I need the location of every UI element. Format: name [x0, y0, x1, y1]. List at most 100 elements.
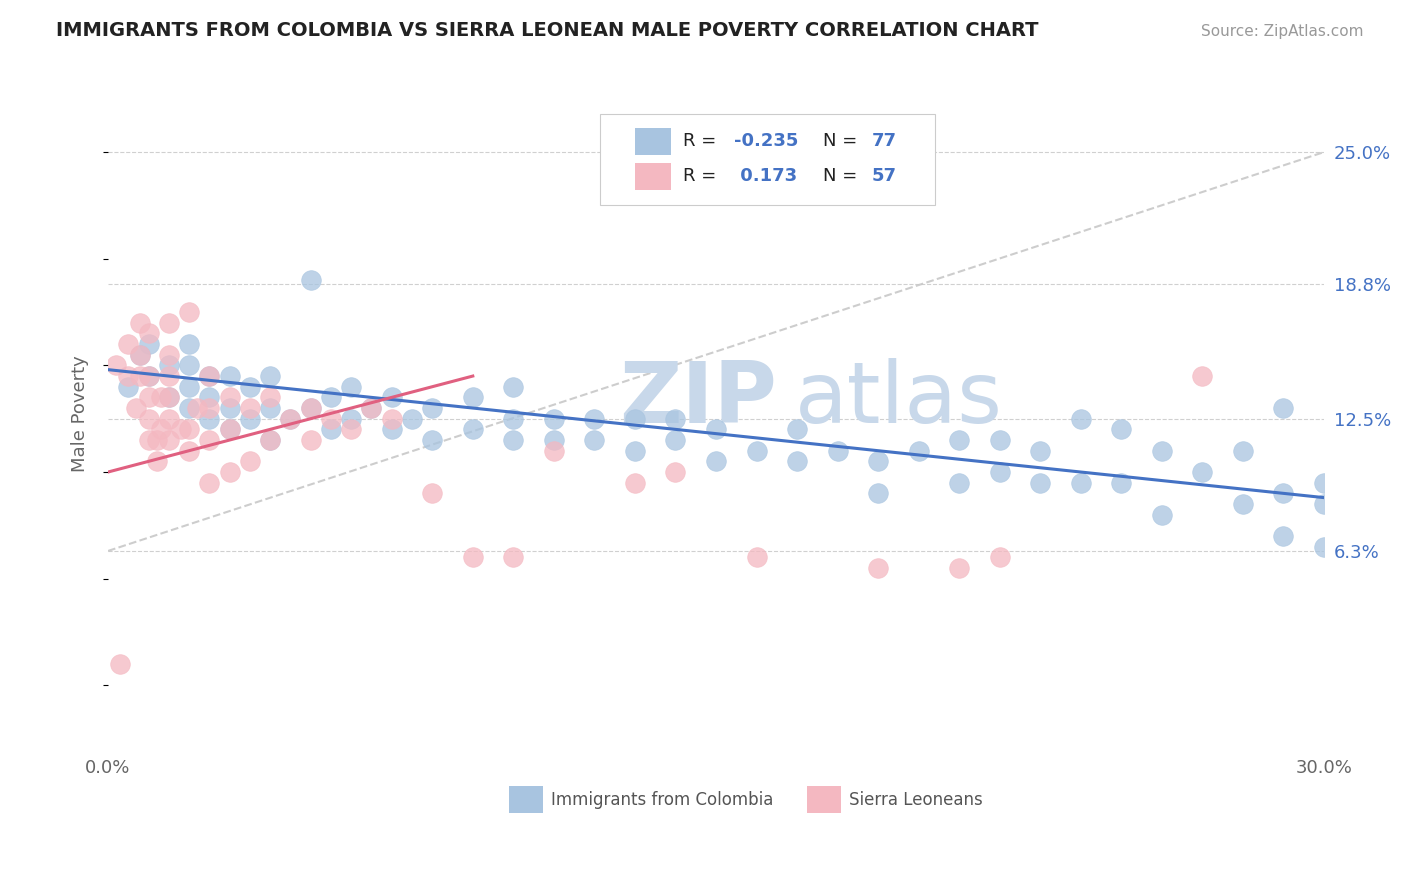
Point: [239, 380, 262, 394]
Point: [149, 390, 172, 404]
Point: [157, 369, 180, 384]
Point: [988, 433, 1011, 447]
Point: [259, 401, 281, 415]
Point: [1070, 411, 1092, 425]
Text: Immigrants from Colombia: Immigrants from Colombia: [551, 790, 773, 809]
Point: [125, 401, 148, 415]
Point: [157, 359, 180, 373]
Point: [280, 411, 302, 425]
Text: Source: ZipAtlas.com: Source: ZipAtlas.com: [1201, 24, 1364, 38]
Point: [786, 454, 808, 468]
Point: [218, 422, 240, 436]
Point: [259, 433, 281, 447]
Text: N =: N =: [823, 167, 863, 186]
Point: [218, 422, 240, 436]
Point: [239, 454, 262, 468]
Point: [664, 411, 686, 425]
Text: 57: 57: [872, 167, 897, 186]
Point: [198, 369, 221, 384]
Text: atlas: atlas: [794, 359, 1002, 442]
Point: [1232, 443, 1254, 458]
Text: 77: 77: [872, 132, 897, 150]
Point: [360, 401, 382, 415]
Point: [461, 422, 484, 436]
Point: [1272, 529, 1295, 543]
Point: [745, 443, 768, 458]
Point: [827, 443, 849, 458]
Point: [381, 422, 404, 436]
Point: [948, 475, 970, 490]
Point: [129, 348, 152, 362]
Point: [138, 369, 160, 384]
Text: Sierra Leoneans: Sierra Leoneans: [849, 790, 983, 809]
Point: [381, 390, 404, 404]
Point: [145, 454, 167, 468]
Point: [360, 401, 382, 415]
Point: [177, 422, 200, 436]
Point: [239, 401, 262, 415]
FancyBboxPatch shape: [634, 128, 671, 154]
Point: [401, 411, 423, 425]
Point: [664, 465, 686, 479]
Point: [1191, 369, 1213, 384]
Point: [1029, 475, 1052, 490]
Point: [988, 465, 1011, 479]
Point: [138, 326, 160, 341]
Point: [138, 411, 160, 425]
Point: [420, 433, 443, 447]
Point: [1070, 475, 1092, 490]
Point: [868, 454, 890, 468]
Point: [664, 433, 686, 447]
Point: [420, 486, 443, 500]
Point: [177, 337, 200, 351]
Point: [138, 337, 160, 351]
Point: [145, 433, 167, 447]
Point: [198, 390, 221, 404]
Point: [1232, 497, 1254, 511]
Point: [502, 380, 524, 394]
Point: [198, 433, 221, 447]
Point: [1313, 540, 1336, 554]
Point: [218, 390, 240, 404]
Point: [299, 273, 322, 287]
Point: [624, 443, 647, 458]
Point: [129, 369, 152, 384]
Point: [157, 411, 180, 425]
Point: [319, 411, 342, 425]
Point: [299, 401, 322, 415]
Text: ZIP: ZIP: [619, 359, 776, 442]
Point: [138, 369, 160, 384]
Point: [1191, 465, 1213, 479]
Point: [198, 401, 221, 415]
Point: [543, 433, 565, 447]
Point: [543, 411, 565, 425]
Point: [420, 401, 443, 415]
Point: [177, 443, 200, 458]
Point: [259, 433, 281, 447]
FancyBboxPatch shape: [600, 114, 935, 205]
Point: [745, 550, 768, 565]
Point: [1150, 443, 1173, 458]
Point: [319, 390, 342, 404]
Point: [340, 380, 363, 394]
Point: [108, 657, 131, 671]
Point: [259, 390, 281, 404]
Point: [704, 422, 727, 436]
Point: [177, 359, 200, 373]
Text: R =: R =: [683, 132, 723, 150]
Point: [1150, 508, 1173, 522]
Point: [117, 369, 139, 384]
Point: [186, 401, 208, 415]
Y-axis label: Male Poverty: Male Poverty: [72, 355, 89, 472]
Point: [1272, 401, 1295, 415]
Point: [170, 422, 193, 436]
Point: [105, 359, 128, 373]
Point: [157, 390, 180, 404]
Point: [907, 443, 929, 458]
Point: [319, 422, 342, 436]
Point: [259, 369, 281, 384]
Point: [138, 433, 160, 447]
Point: [198, 475, 221, 490]
Point: [198, 411, 221, 425]
Point: [157, 390, 180, 404]
